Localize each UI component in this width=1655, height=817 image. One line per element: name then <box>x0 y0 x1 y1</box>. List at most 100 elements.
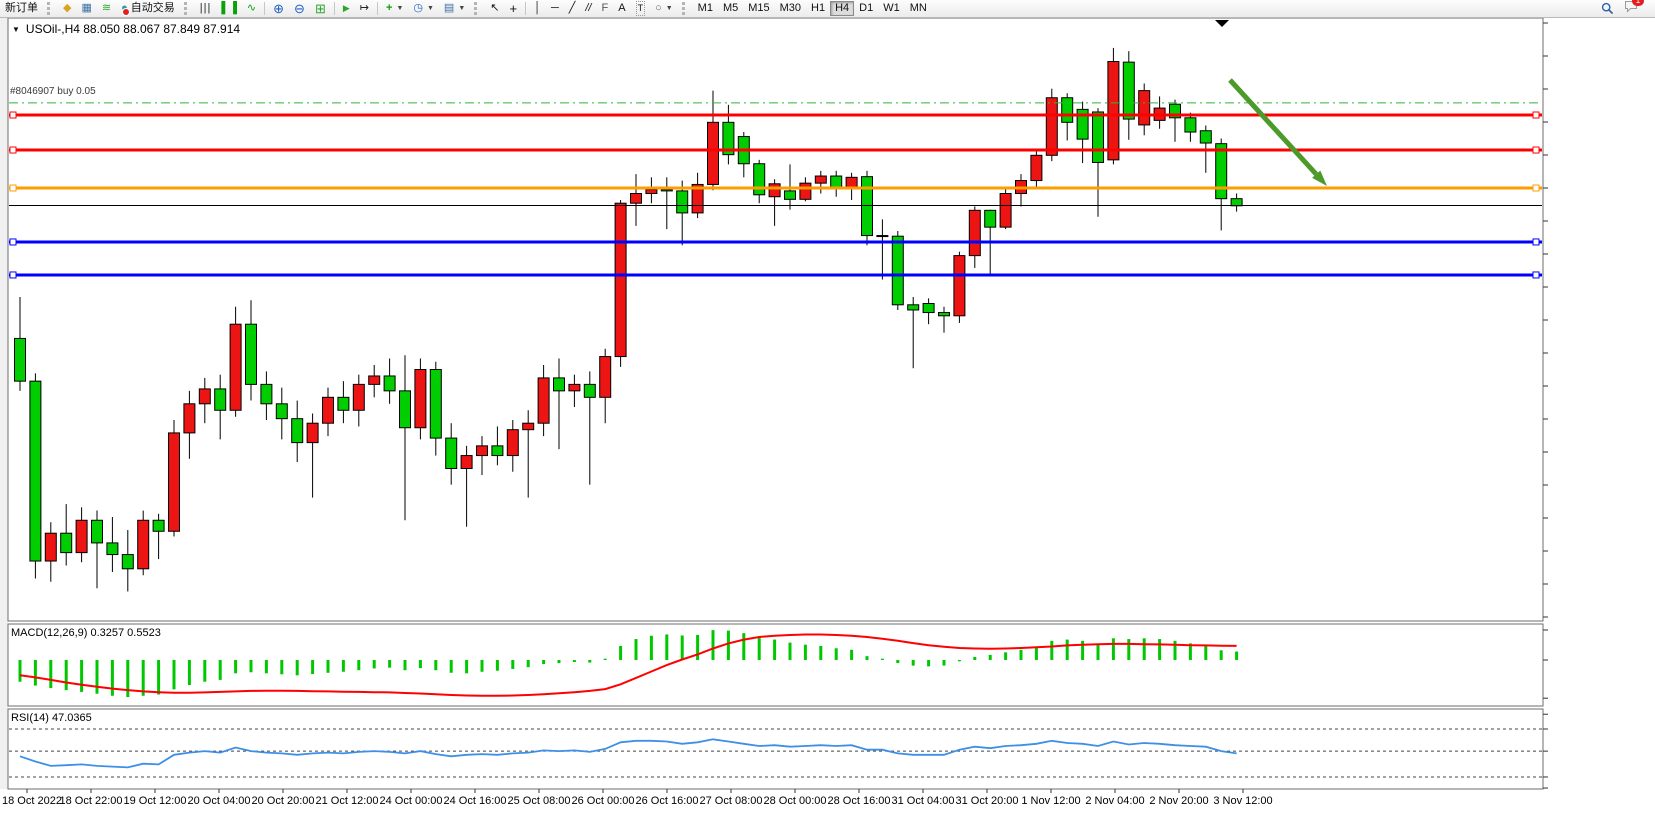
autotrading-icon: ● <box>121 2 130 16</box>
chart-title-bar[interactable]: ▼ USOil-,H4 88.050 88.067 87.849 87.914 <box>12 22 240 36</box>
timeframe-m1-button[interactable]: M1 <box>693 1 718 16</box>
time-axis-label: 28 Oct 16:00 <box>827 795 891 807</box>
autotrading-disabled-dot <box>121 8 130 16</box>
candle <box>306 422 319 444</box>
candle <box>830 175 843 188</box>
candle <box>891 235 904 306</box>
time-axis-label: 31 Oct 04:00 <box>891 795 955 807</box>
horizontal-line-button[interactable]: ─ <box>546 1 564 16</box>
candle <box>1030 154 1043 182</box>
candle <box>198 388 211 405</box>
candles-layer <box>14 47 1243 592</box>
auto-scroll-icon: ▶ <box>342 3 350 13</box>
notifications-button[interactable]: 1 <box>1619 0 1644 17</box>
text-icon: A <box>618 2 626 14</box>
candle <box>1122 61 1135 120</box>
timeframe-d1-button[interactable]: D1 <box>854 1 878 16</box>
new-order-button[interactable]: 新订单 <box>0 1 43 16</box>
toolbar-grip <box>183 2 191 15</box>
periods-button[interactable]: ◷ ▼ <box>408 1 439 16</box>
rsi-indicator-label: RSI(14) 47.0365 <box>11 712 92 724</box>
toolbar-grip <box>474 2 481 15</box>
timeframe-m30-button[interactable]: M30 <box>775 1 806 16</box>
chart-window: ▼ USOil-,H4 88.050 88.067 87.849 87.914 … <box>0 18 1655 817</box>
candle <box>1169 103 1181 119</box>
new-order-label: 新订单 <box>5 2 38 14</box>
candle <box>322 396 334 424</box>
candle <box>645 189 658 195</box>
candle <box>368 375 381 385</box>
candle <box>1199 130 1212 144</box>
candle <box>768 183 781 198</box>
chart-window-button[interactable]: ▦ <box>76 1 96 16</box>
text-label-button[interactable]: T <box>631 1 651 16</box>
candle <box>907 304 920 311</box>
crosshair-button[interactable]: + <box>504 1 522 16</box>
candle <box>445 437 458 470</box>
time-axis-label: 26 Oct 16:00 <box>635 795 699 807</box>
line-endpoint-marker <box>9 146 17 154</box>
text-button[interactable]: A <box>613 1 630 16</box>
timeframe-h1-button[interactable]: H1 <box>806 1 830 16</box>
cursor-button[interactable]: ↖ <box>485 1 504 16</box>
market-watch-button[interactable]: ◆ <box>58 1 76 16</box>
chart-canvas[interactable] <box>0 18 1655 817</box>
time-axis-label: 20 Oct 04:00 <box>187 795 251 807</box>
search-button[interactable] <box>1596 1 1619 16</box>
trendline-button[interactable]: ╱ <box>564 1 581 16</box>
timeframe-mn-button[interactable]: MN <box>905 1 932 16</box>
candle <box>44 532 57 562</box>
candle <box>583 383 596 398</box>
time-axis-label: 18 Oct 22:00 <box>59 795 123 807</box>
price-axis[interactable]: 90.73590.22589.71589.20588.69588.18587.6… <box>1543 18 1655 789</box>
line-chart-icon: ∿ <box>246 2 257 14</box>
time-axis[interactable]: 18 Oct 2022 18 Oct 22:00 19 Oct 12:00 20 Oc… <box>0 789 1655 817</box>
search-icon <box>1601 2 1614 15</box>
candle <box>352 383 365 411</box>
horizontal-line-icon: ─ <box>550 2 559 14</box>
vertical-line-button[interactable]: │ <box>529 1 546 16</box>
crosshair-icon: + <box>509 1 518 16</box>
time-axis-label: 19 Oct 12:00 <box>123 795 187 807</box>
timeframe-w1-button[interactable]: W1 <box>878 1 905 16</box>
candle <box>60 532 73 554</box>
templates-button[interactable]: ▤ ▼ <box>439 1 470 16</box>
candle <box>91 519 103 544</box>
trend-arrow[interactable] <box>1228 78 1319 176</box>
timeframe-m15-button[interactable]: M15 <box>743 1 774 16</box>
time-axis-label: 2 Nov 04:00 <box>1085 795 1145 807</box>
line-chart-button[interactable]: ∿ <box>242 1 261 16</box>
candle <box>383 375 396 392</box>
candle <box>568 383 581 392</box>
macd-signal-line <box>19 633 1237 697</box>
auto-scroll-button[interactable]: ▶ <box>338 1 355 16</box>
candlestick-chart-button[interactable]: ▌▐ <box>216 1 242 16</box>
zoom-in-button[interactable]: ⊕ <box>268 1 289 16</box>
fibonacci-button[interactable]: F <box>597 1 614 16</box>
signals-button[interactable]: ≋ <box>97 1 116 16</box>
chat-bubble-icon: 1 <box>1624 0 1644 17</box>
shapes-button[interactable]: ○ ▼ <box>650 1 678 16</box>
candle <box>1045 97 1058 156</box>
candle <box>460 455 473 470</box>
notification-count-badge: 1 <box>1632 0 1644 6</box>
candle <box>676 190 689 214</box>
chart-dropdown-icon[interactable]: ▼ <box>12 24 20 34</box>
candle <box>1107 61 1120 161</box>
chart-shift-marker[interactable] <box>1215 20 1229 27</box>
zoom-out-button[interactable]: ⊖ <box>289 1 310 16</box>
indicators-button[interactable]: + ▼ <box>381 1 408 16</box>
candle <box>399 390 411 429</box>
candle <box>953 255 966 317</box>
equidistant-channel-button[interactable]: // <box>580 1 596 16</box>
chart-shift-button[interactable]: ↦ <box>355 1 374 16</box>
timeframe-h4-button[interactable]: H4 <box>830 1 855 16</box>
timeframe-m5-button[interactable]: M5 <box>718 1 743 16</box>
left-gutter <box>0 18 8 789</box>
line-endpoint-marker <box>1532 238 1540 246</box>
time-axis-label: 26 Oct 00:00 <box>571 795 635 807</box>
tile-windows-button[interactable]: ⊞ <box>310 1 331 16</box>
vertical-line-icon: │ <box>534 2 541 14</box>
autotrading-button[interactable]: ● 自动交易 <box>116 1 180 16</box>
bar-chart-button[interactable]: ||| <box>195 1 217 16</box>
